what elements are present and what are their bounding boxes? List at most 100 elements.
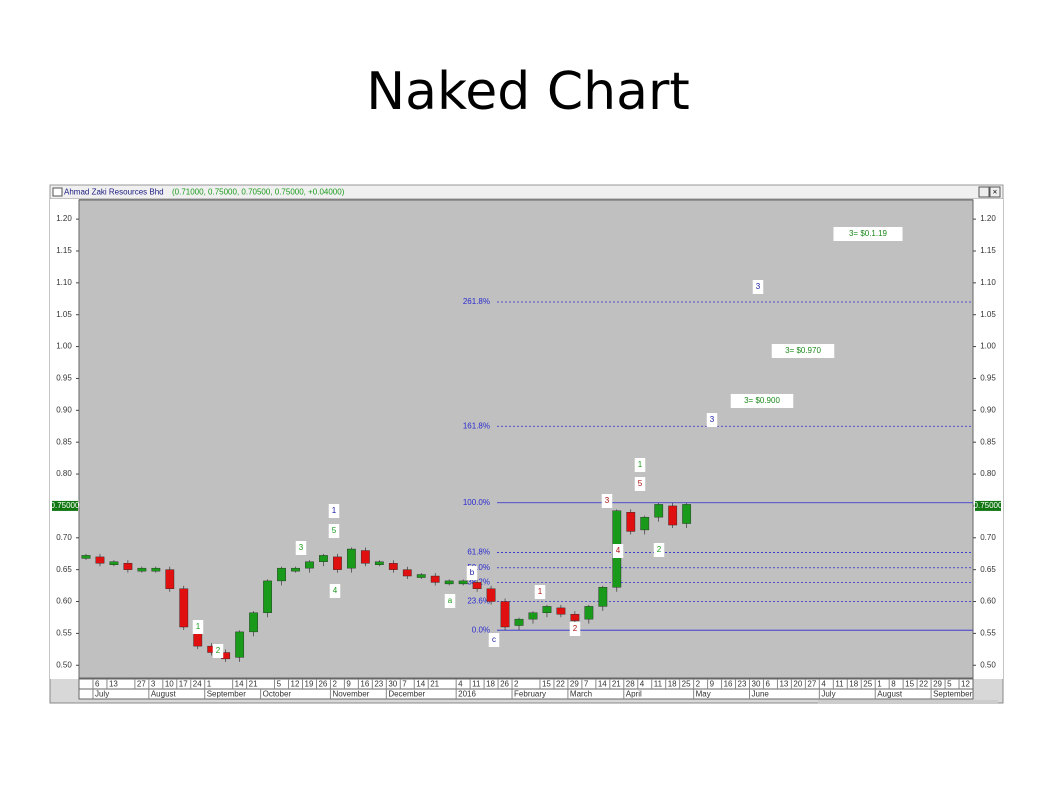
y-tick-label: 1.00 bbox=[56, 342, 72, 351]
annotation-box bbox=[634, 458, 646, 472]
candle bbox=[654, 504, 664, 518]
annotation: 3 bbox=[299, 543, 304, 552]
x-day-label: 29 bbox=[933, 680, 942, 689]
annotation: 2 bbox=[657, 545, 662, 554]
x-day-label: 14 bbox=[416, 680, 425, 689]
y-tick-label-right: 1.00 bbox=[980, 342, 996, 351]
candle bbox=[179, 588, 189, 628]
candle bbox=[388, 563, 398, 570]
x-day-label: 26 bbox=[318, 680, 327, 689]
x-day-label: 18 bbox=[486, 680, 495, 689]
candle bbox=[514, 618, 524, 626]
candle bbox=[360, 550, 370, 564]
candle bbox=[81, 555, 91, 559]
annotation-box bbox=[488, 633, 500, 647]
candle bbox=[444, 580, 454, 585]
x-day-label: 12 bbox=[291, 680, 300, 689]
fib-label: 261.8% bbox=[463, 297, 490, 306]
scrollbar[interactable] bbox=[818, 700, 998, 704]
candle bbox=[640, 516, 650, 531]
x-day-label: 14 bbox=[235, 680, 244, 689]
candle bbox=[668, 505, 678, 526]
candle bbox=[402, 569, 412, 577]
fib-label: 0.0% bbox=[472, 625, 490, 634]
x-day-label: 24 bbox=[193, 680, 202, 689]
candle bbox=[542, 606, 552, 613]
annotation: 3 bbox=[605, 496, 610, 505]
x-month-label: May bbox=[696, 690, 711, 699]
annotation-box bbox=[634, 477, 646, 491]
x-day-label: 27 bbox=[807, 680, 816, 689]
annotation: 1 bbox=[538, 587, 543, 596]
annotation: b bbox=[470, 568, 475, 577]
x-day-label: 15 bbox=[905, 680, 914, 689]
x-day-label: 29 bbox=[570, 680, 579, 689]
x-month-label: July bbox=[821, 690, 835, 699]
annotation: 5 bbox=[638, 479, 643, 488]
x-day-label: 14 bbox=[598, 680, 607, 689]
annotation-box bbox=[328, 504, 340, 518]
candle bbox=[584, 606, 594, 620]
price-tag-right-text: 0.75000 bbox=[974, 501, 1003, 510]
x-day-label: 25 bbox=[863, 680, 872, 689]
plot-area bbox=[78, 199, 974, 679]
candle bbox=[109, 561, 119, 565]
x-day-label: 2 bbox=[332, 680, 337, 689]
price-tag-right bbox=[975, 500, 1001, 511]
x-month-label: September bbox=[207, 690, 246, 699]
restore-button[interactable] bbox=[978, 186, 990, 198]
x-day-label: 4 bbox=[640, 680, 645, 689]
y-tick-label: 0.70 bbox=[56, 533, 72, 542]
x-day-label: 9 bbox=[346, 680, 351, 689]
candle bbox=[556, 607, 566, 615]
candle bbox=[682, 504, 692, 524]
x-day-label: 15 bbox=[542, 680, 551, 689]
candle bbox=[528, 612, 538, 620]
annotation: 1 bbox=[638, 460, 643, 469]
y-tick-label-right: 0.95 bbox=[980, 374, 996, 383]
x-day-label: 17 bbox=[179, 680, 188, 689]
candle bbox=[151, 567, 161, 572]
fib-label: 61.8% bbox=[467, 548, 490, 557]
y-tick-label: 1.15 bbox=[56, 246, 72, 255]
annotation-box bbox=[212, 644, 224, 658]
annotation: 3= $0.970 bbox=[785, 346, 821, 355]
window-icon bbox=[52, 187, 63, 197]
y-tick-label-right: 0.60 bbox=[980, 597, 996, 606]
candle bbox=[165, 569, 175, 589]
x-day-label: 28 bbox=[626, 680, 635, 689]
annotation: 4 bbox=[616, 546, 621, 555]
candle bbox=[472, 582, 482, 589]
x-day-label: 27 bbox=[137, 680, 146, 689]
x-day-label: 4 bbox=[821, 680, 826, 689]
x-month-label: 2016 bbox=[458, 690, 476, 699]
x-month-label: March bbox=[570, 690, 592, 699]
fib-label: 100.0% bbox=[463, 498, 490, 507]
annotation-box bbox=[569, 622, 581, 636]
x-month-label: September bbox=[933, 690, 972, 699]
candle bbox=[305, 561, 314, 569]
annotation-box bbox=[328, 524, 340, 538]
x-month-label: August bbox=[877, 690, 903, 699]
x-day-label: 2 bbox=[696, 680, 701, 689]
y-tick-label: 0.80 bbox=[56, 469, 72, 478]
y-tick-label: 0.95 bbox=[56, 374, 72, 383]
right-axis bbox=[973, 199, 1003, 679]
y-tick-label: 0.65 bbox=[56, 565, 72, 574]
close-icon: × bbox=[993, 188, 998, 197]
y-tick-label-right: 0.65 bbox=[980, 565, 996, 574]
x-month-label: June bbox=[752, 690, 770, 699]
candle bbox=[95, 556, 105, 564]
annotation: 1 bbox=[196, 622, 201, 631]
annotation: 2 bbox=[573, 624, 578, 633]
candle bbox=[235, 631, 245, 658]
close-button[interactable] bbox=[989, 186, 1001, 198]
header-quote: (0.71000, 0.75000, 0.70500, 0.75000, +0.… bbox=[172, 188, 345, 197]
candle bbox=[430, 575, 440, 583]
x-day-label: 21 bbox=[612, 680, 621, 689]
annotation: c bbox=[492, 635, 496, 644]
x-month-label: February bbox=[514, 690, 546, 699]
candle bbox=[123, 563, 133, 570]
y-tick-label: 0.85 bbox=[56, 437, 72, 446]
